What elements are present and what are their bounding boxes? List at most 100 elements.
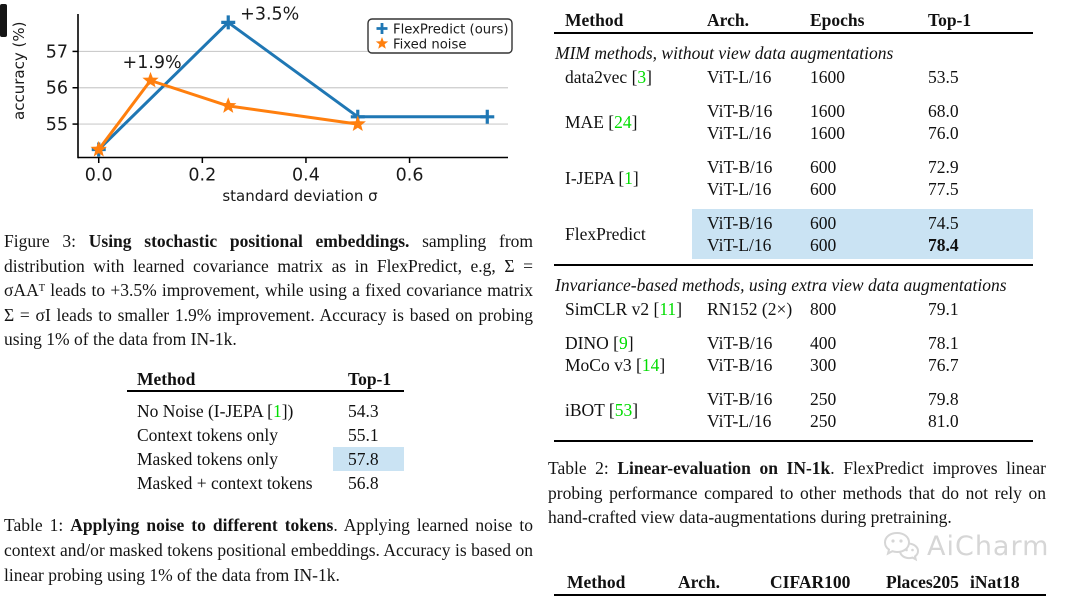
section-label: Invariance-based methods, using extra vi… [555,275,1007,295]
method-cell: SimCLR v2 [11] [565,298,683,319]
method-cell: DINO [9] [565,332,634,353]
method-cell: MoCo v3 [14] [565,354,666,375]
group-rows: RN152 (2×) 800 79.1 [692,298,1033,320]
table1: Method Top-1 No Noise (I-JEPA [1]) 54.3 Co… [127,369,404,495]
wechat-icon [883,531,920,562]
chart-annotation: +3.5% [240,4,299,24]
figure3-caption-rest: sampling from distribution with learned … [4,231,534,349]
table2-caption-label: Table 2: [548,458,618,478]
table2-body: MIM methods, without view data augmentat… [554,42,1033,442]
group-rows: ViT-B/16 300 76.7 [692,354,1033,376]
table-row: ViT-L/16 250 81.0 [692,410,1033,432]
method-cell: MAE [24] [565,111,638,132]
top1-cell: 78.1 [928,333,959,353]
table2-column-header-top1: Top-1 [928,10,972,30]
top1-cell: 79.8 [928,389,959,409]
method-cell: iBOT [53] [565,399,639,420]
figure3-caption: Figure 3: Using stochastic positional em… [4,229,533,352]
citation-number: 1 [624,167,633,188]
top1-cell: 81.0 [928,411,959,431]
legend-label: Fixed noise [393,37,466,52]
method-group: MAE [24] ViT-B/16 1600 68.0 ViT-L/16 1600 76.0 [554,100,1033,144]
epochs-cell: 300 [810,355,837,375]
legend-box [367,18,513,54]
arch-cell: RN152 (2×) [707,299,793,319]
table-row: ViT-B/16 300 76.7 [692,354,1033,376]
table3-column-header-method: Method [567,572,626,592]
epochs-cell: 1600 [810,67,845,87]
table2-caption-bold: Linear-evaluation on IN-1k [617,458,831,478]
arch-cell: ViT-B/16 [707,101,773,121]
arch-cell: ViT-B/16 [707,333,773,353]
table-row: ViT-B/16 250 79.8 [692,388,1033,410]
group-rows: ViT-B/16 250 79.8 ViT-L/16 250 81.0 [692,388,1033,432]
arch-cell: ViT-B/16 [707,389,773,409]
y-axis-label: accuracy (%) [10,22,28,120]
table1-column-header-method: Method [137,369,196,389]
watermark-text: AiCharm [927,530,1050,562]
table1-body: No Noise (I-JEPA [1]) 54.3 Context tokens … [127,392,404,495]
table-row: ViT-L/16 1600 76.0 [692,122,1033,144]
group-rows: ViT-B/16 400 78.1 [692,332,1033,354]
method-cell: No Noise (I-JEPA [1]) [137,401,294,421]
table-row: ViT-B/16 400 78.1 [692,332,1033,354]
epochs-cell: 600 [810,179,837,199]
table2-column-header-arch: Arch. [707,10,749,30]
top1-cell: 54.3 [348,401,379,421]
table-row: Masked tokens only 57.8 [127,447,404,471]
method-group: SimCLR v2 [11] RN152 (2×) 800 79.1 [554,298,1033,320]
method-group: iBOT [53] ViT-B/16 250 79.8 ViT-L/16 250 81.0 [554,388,1033,432]
citation-number: 14 [641,354,660,375]
method-group: FlexPredict ViT-B/16 600 74.5 ViT-L/16 600 78.… [554,209,1033,259]
star-marker [90,140,107,157]
top1-cell: 68.0 [928,101,959,121]
accuracy-vs-sigma-chart: 0.0 0.2 0.4 0.6 55 56 57 standard deviation σ ac… [10,4,513,205]
plus-marker [480,109,495,124]
plus-marker [221,15,236,30]
arch-cell: ViT-B/16 [707,213,773,233]
epochs-cell: 600 [810,235,837,255]
top1-cell: 74.5 [928,213,959,233]
series-line-fixed-noise [97,79,359,151]
group-rows-highlighted: ViT-B/16 600 74.5 ViT-L/16 600 78.4 [692,209,1033,259]
table-row: Context tokens only 55.1 [127,423,404,447]
top1-cell: 76.0 [928,123,959,143]
legend-label: FlexPredict (ours) [393,22,509,37]
table2-column-header-method: Method [565,10,624,30]
y-tick-label: 57 [46,42,68,62]
method-cell: I-JEPA [1] [565,167,639,188]
table1-column-header-top1: Top-1 [348,369,392,389]
table2: Method Arch. Epochs Top-1 MIM methods, w… [554,10,1033,442]
x-tick-label: 0.2 [188,166,216,186]
x-tick-label: 0.4 [292,166,320,186]
epochs-cell: 1600 [810,123,845,143]
top1-cell: 56.8 [348,473,379,493]
chart-legend: FlexPredict (ours)Fixed noise [367,18,513,54]
epochs-cell: 1600 [810,101,845,121]
star-marker [349,115,366,131]
group-rows: ViT-L/16 1600 53.5 [692,66,1033,88]
table3-column-header-inat18: iNat18 [970,572,1020,592]
figure3-caption-label: Figure 3: [4,231,89,251]
arch-cell: ViT-L/16 [707,179,772,199]
top1-cell: 76.7 [928,355,959,375]
table3-column-header-places205: Places205 [886,572,959,592]
plus-marker [376,23,388,34]
table3-column-header-arch: Arch. [678,572,720,592]
table-section: Invariance-based methods, using extra vi… [554,274,1033,432]
x-axis-label: standard deviation σ [222,187,378,205]
group-rows: ViT-B/16 600 72.9 ViT-L/16 600 77.5 [692,156,1033,200]
citation-number: 11 [659,298,677,319]
top1-cell: 77.5 [928,179,959,199]
method-cell: FlexPredict [565,223,646,244]
chart-annotation: +1.9% [123,53,182,73]
top1-cell: 79.1 [928,299,959,319]
method-group: data2vec [3] ViT-L/16 1600 53.5 [554,66,1033,88]
table1-caption-bold: Applying noise to different tokens [70,515,334,535]
group-rows: ViT-B/16 1600 68.0 ViT-L/16 1600 76.0 [692,100,1033,144]
table3-header-row: Method Arch. CIFAR100 Places205 iNat18 [554,571,1046,596]
epochs-cell: 250 [810,389,837,409]
method-group: I-JEPA [1] ViT-B/16 600 72.9 ViT-L/16 600 77.5 [554,156,1033,200]
figure3-caption-bold: Using stochastic positional embeddings. [88,231,410,251]
x-tick-label: 0.0 [85,166,113,186]
